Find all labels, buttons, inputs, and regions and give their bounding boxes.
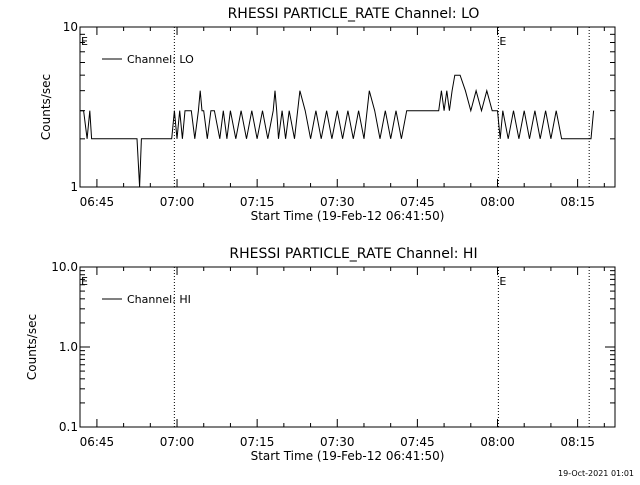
x-tick-label: 07:30 xyxy=(320,435,355,449)
plot-frame xyxy=(79,266,616,428)
x-tick-label: 08:00 xyxy=(480,195,515,209)
event-mark: E xyxy=(499,275,506,288)
legend-entry: Channel: LO xyxy=(127,53,194,66)
x-tick-label: 07:15 xyxy=(240,435,275,449)
x-tick-label: 08:00 xyxy=(480,435,515,449)
event-mark: E xyxy=(81,35,88,48)
chart-1: RHESSI PARTICLE_RATE Channel: LO 06:45 07:… xyxy=(39,6,616,223)
x-tick-label: 08:15 xyxy=(560,435,595,449)
x-tick-label: 07:00 xyxy=(160,435,195,449)
plot-frame xyxy=(79,26,616,188)
y-tick-label: 0.1 xyxy=(59,420,78,434)
event-mark: E xyxy=(499,35,506,48)
event-mark: E xyxy=(81,275,88,288)
chart-title: RHESSI PARTICLE_RATE Channel: HI xyxy=(229,246,477,262)
x-tick-label: 07:15 xyxy=(240,195,275,209)
x-tick-label: 07:30 xyxy=(320,195,355,209)
x-tick-label: 07:45 xyxy=(400,195,435,209)
x-axis-label: Start Time (19-Feb-12 06:41:50) xyxy=(251,209,445,223)
series-line xyxy=(80,74,595,188)
x-tick-label: 07:00 xyxy=(160,195,195,209)
y-tick-label: 1.0 xyxy=(59,340,78,354)
footer-timestamp: 19-Oct-2021 01:01 xyxy=(558,469,634,478)
y-tick-label: 1 xyxy=(70,180,78,194)
y-tick-label: 10 xyxy=(63,20,78,34)
chart-2: RHESSI PARTICLE_RATE Channel: HI 06:45 07:… xyxy=(25,246,616,463)
y-axis-label: Counts/sec xyxy=(25,314,39,380)
y-tick-label: 10.0 xyxy=(51,260,78,274)
x-tick-label: 06:45 xyxy=(80,435,115,449)
legend-entry: Channel: HI xyxy=(127,293,191,306)
x-tick-label: 08:15 xyxy=(560,195,595,209)
y-axis-label: Counts/sec xyxy=(39,74,53,140)
x-axis-label: Start Time (19-Feb-12 06:41:50) xyxy=(251,449,445,463)
x-tick-label: 07:45 xyxy=(400,435,435,449)
chart-title: RHESSI PARTICLE_RATE Channel: LO xyxy=(228,6,480,22)
x-tick-label: 06:45 xyxy=(80,195,115,209)
